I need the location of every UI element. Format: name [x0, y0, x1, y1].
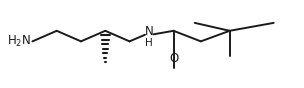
- Text: O: O: [169, 52, 178, 65]
- Text: H: H: [145, 38, 153, 48]
- Text: H$_2$N: H$_2$N: [7, 34, 31, 49]
- Text: N: N: [145, 25, 154, 38]
